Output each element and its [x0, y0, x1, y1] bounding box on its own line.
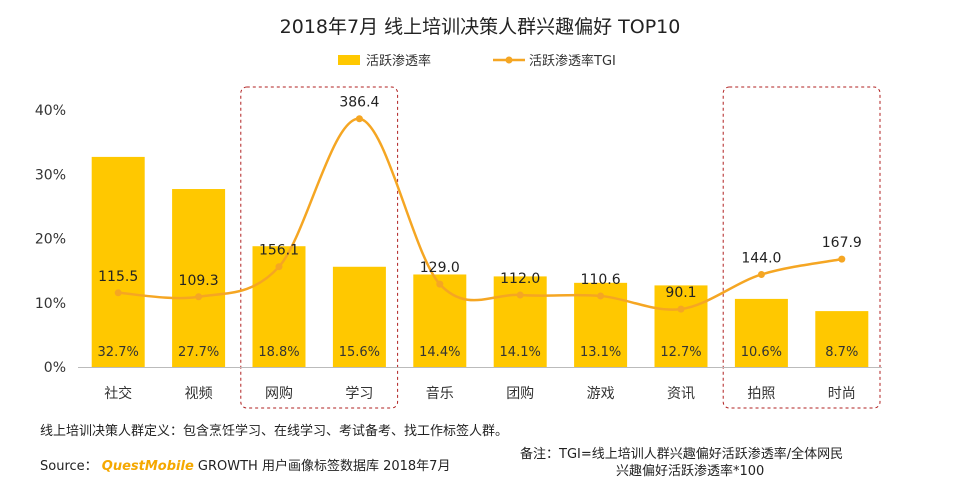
- tgi-value-label: 167.9: [822, 235, 862, 251]
- highlight-box: [722, 86, 881, 409]
- legend-line-marker: [505, 56, 513, 64]
- chart-title: 2018年7月 线上培训决策人群兴趣偏好 TOP10: [280, 16, 681, 38]
- y-axis: 0% 10% 20% 30% 40%: [35, 103, 66, 376]
- questmobile-logo: QuestMobile: [101, 459, 194, 474]
- bar-value-labels: 32.7% 27.7% 18.8% 15.6% 14.4% 14.1% 13.1% 12.7%…: [98, 345, 859, 360]
- source-label: Source：: [40, 459, 98, 474]
- tgi-point: [677, 305, 685, 313]
- x-axis: 社交 视频 网购 学习 音乐 团购 游戏 资讯 拍照 时尚: [104, 385, 856, 402]
- chart: 2018年7月 线上培训决策人群兴趣偏好 TOP10 活跃渗透率 活跃渗透率TG…: [35, 16, 882, 409]
- bar: [91, 156, 145, 367]
- tgi-point: [757, 270, 765, 278]
- tgi-point: [114, 289, 122, 297]
- tgi-point: [597, 292, 605, 300]
- x-tick-label: 音乐: [426, 385, 454, 402]
- tgi-value-label: 129.0: [420, 260, 460, 276]
- tgi-line: [118, 117, 843, 311]
- y-tick-label: 10%: [35, 296, 66, 312]
- tgi-value-label: 156.1: [259, 243, 299, 259]
- tgi-point: [838, 255, 846, 263]
- x-tick-label: 社交: [104, 385, 132, 402]
- bar: [413, 274, 467, 367]
- bar-value-label: 32.7%: [98, 345, 139, 360]
- x-tick-label: 学习: [345, 386, 373, 402]
- legend-bar-swatch: [338, 55, 360, 65]
- tgi-point: [516, 291, 524, 299]
- x-tick-label: 拍照: [747, 386, 775, 402]
- x-tick-label: 游戏: [587, 386, 615, 402]
- tgi-value-label: 90.1: [665, 285, 696, 301]
- tgi-point: [436, 280, 444, 288]
- tgi-value-label: 115.5: [98, 269, 138, 285]
- tgi-value-label: 386.4: [339, 95, 379, 111]
- x-tick-label: 网购: [265, 386, 293, 402]
- bar-value-label: 27.7%: [178, 345, 219, 360]
- bar: [172, 189, 226, 367]
- x-tick-label: 团购: [506, 386, 534, 402]
- bar: [815, 311, 869, 367]
- bar: [332, 266, 386, 367]
- y-tick-label: 0%: [44, 360, 66, 376]
- x-tick-label: 资讯: [667, 386, 695, 402]
- y-tick-label: 20%: [35, 232, 66, 248]
- tgi-value-label: 109.3: [179, 273, 219, 289]
- highlight-boxes: [240, 86, 881, 409]
- bar-value-label: 8.7%: [825, 345, 858, 360]
- legend: 活跃渗透率 活跃渗透率TGI: [338, 53, 616, 69]
- tgi-value-label: 144.0: [741, 250, 781, 266]
- bar-value-label: 10.6%: [741, 345, 782, 360]
- tgi-line-series: 115.5 109.3 156.1 386.4 129.0 112.0 110.6 90.1 1…: [98, 95, 862, 313]
- tgi-value-label: 110.6: [581, 272, 621, 288]
- bar-value-label: 13.1%: [580, 345, 621, 360]
- tgi-note-line1: 备注：TGI=线上培训人群兴趣偏好活跃渗透率/全体网民: [520, 447, 844, 462]
- definition-note: 线上培训决策人群定义：包含烹饪学习、在线学习、考试备考、找工作标签人群。: [40, 424, 509, 439]
- source-line: Source： QuestMobile GROWTH 用户画像标签数据库 201…: [40, 455, 450, 474]
- y-tick-label: 40%: [35, 103, 66, 119]
- source-text: GROWTH 用户画像标签数据库 2018年7月: [197, 459, 451, 474]
- x-tick-label: 时尚: [828, 386, 856, 402]
- bar: [493, 276, 547, 367]
- bar: [734, 298, 788, 367]
- legend-bar-label: 活跃渗透率: [366, 53, 431, 69]
- bar: [654, 285, 708, 367]
- legend-line-label: 活跃渗透率TGI: [529, 53, 616, 69]
- bar-value-label: 18.8%: [258, 345, 299, 360]
- tgi-point: [275, 263, 283, 271]
- tgi-note: 备注：TGI=线上培训人群兴趣偏好活跃渗透率/全体网民 兴趣偏好活跃渗透率*10…: [520, 446, 940, 480]
- tgi-value-label: 112.0: [500, 271, 540, 287]
- bar-value-label: 14.4%: [419, 345, 460, 360]
- tgi-note-line2: 兴趣偏好活跃渗透率*100: [616, 464, 765, 479]
- y-tick-label: 30%: [35, 167, 66, 183]
- bar-value-label: 15.6%: [339, 345, 380, 360]
- highlight-box: [240, 86, 399, 409]
- bar-value-label: 14.1%: [500, 345, 541, 360]
- bar-value-label: 12.7%: [660, 345, 701, 360]
- tgi-point: [195, 293, 203, 301]
- tgi-point: [355, 115, 363, 123]
- x-tick-label: 视频: [185, 386, 213, 402]
